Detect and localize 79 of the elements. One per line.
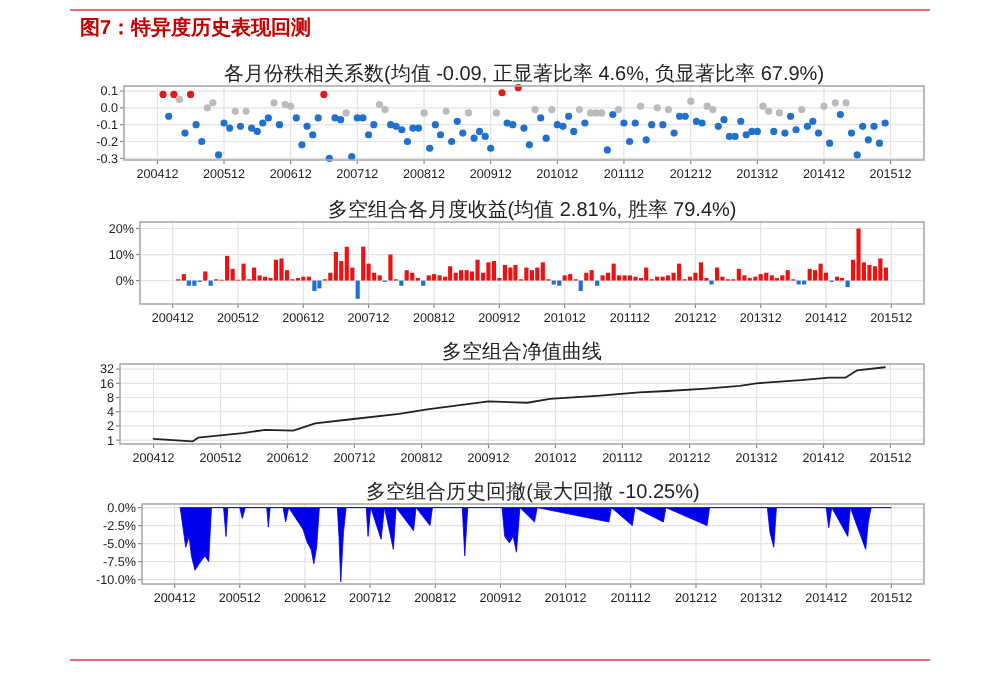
bar [677,263,682,281]
bar [475,259,480,281]
bar [459,270,464,281]
bar [372,272,377,281]
bar [671,272,676,281]
bar [186,280,191,286]
bar [785,270,790,281]
bar [600,275,605,281]
bar [502,264,507,281]
bar [241,263,246,281]
bar [540,262,545,281]
bar [225,255,230,281]
bar [823,272,829,281]
bar [431,274,437,281]
bar [252,267,257,281]
bar [377,275,382,281]
bar [812,270,818,281]
chart-title: 多空组合净值曲线 [442,340,602,364]
bar [404,270,409,281]
bar [714,267,720,281]
bar [818,263,823,281]
bar [856,228,861,281]
bar [878,258,883,281]
bar [627,275,633,281]
bar [529,270,534,281]
chart-title: 多空组合历史回撤(最大回撤 -10.25%) [366,480,700,504]
bar [758,274,763,281]
bar [513,264,518,281]
bar [410,272,415,281]
bar [453,272,458,281]
bar [486,262,491,281]
bar [203,271,208,281]
bar [333,251,338,281]
bar [181,274,186,281]
bar [421,280,426,286]
bar [584,272,589,281]
bar [764,272,769,281]
bar [595,280,600,286]
bar [606,272,611,281]
bar [807,268,812,281]
bar [769,275,774,281]
bar [562,275,567,281]
bar [361,246,366,281]
chart-title: 各月份秩相关系数(均值 -0.09, 正显著比率 4.6%, 负显著比率 67.9%) [223,62,825,86]
bar [279,258,284,281]
bar [535,267,540,281]
bar [622,275,627,281]
bar [208,280,213,286]
chart-title: 多空组合各月度收益(均值 2.81%, 胜率 79.4%) [327,198,737,222]
bar [437,275,442,281]
bar [273,259,279,281]
bar [344,246,349,281]
bar [780,275,785,281]
bar [388,254,393,281]
bar [742,275,747,281]
bar [872,266,878,281]
bar [399,280,404,286]
bar [568,274,573,281]
bar [257,275,262,281]
bar [312,280,317,291]
bar [491,261,497,281]
bar [665,275,671,281]
bar [192,280,197,286]
bar [426,275,431,281]
bar [508,267,513,281]
bar [448,266,453,281]
line-series [152,366,886,443]
bar [589,270,594,281]
bar [524,267,529,281]
bar [611,263,616,281]
text: 图7：特异度历史表现回测 [80,16,312,40]
bar [698,262,704,281]
bar [578,280,583,291]
bar [464,270,469,281]
bar [557,280,562,286]
bar [736,268,741,281]
bar [867,264,872,281]
bar [355,280,360,299]
bar [644,267,649,281]
